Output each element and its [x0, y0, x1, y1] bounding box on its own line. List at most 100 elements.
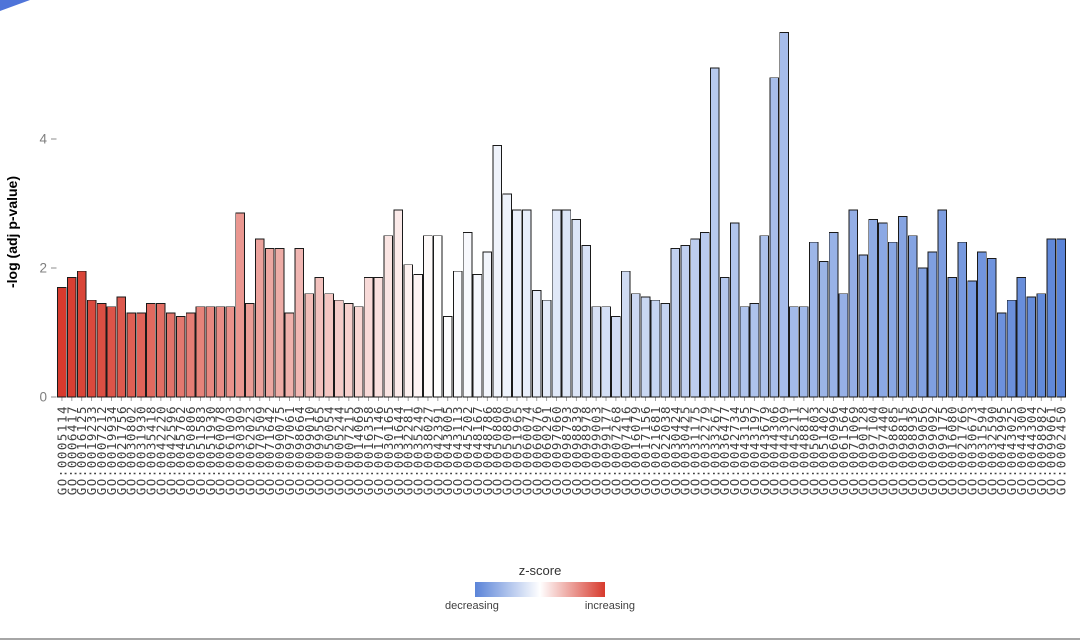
bar [255, 238, 265, 398]
x-tick-label: GO:0007416 [618, 405, 633, 495]
x-tick-label: GO:0050890 [500, 405, 515, 495]
bar [868, 219, 878, 398]
bar [996, 312, 1007, 398]
x-tick-label: GO:0005244 [331, 405, 346, 495]
bar [1026, 296, 1037, 398]
x-tick-label: GO:0002450 [1054, 405, 1069, 495]
bar [462, 232, 473, 398]
x-tick-label: GO:0042391 [430, 405, 445, 495]
x-tick-label: GO:0044309 [777, 405, 792, 495]
bar [769, 77, 779, 398]
bar [185, 312, 196, 398]
x-tick-label: GO:0032279 [697, 405, 712, 495]
x-tick-label: GO:0045202 [460, 405, 475, 495]
x-tick-label: GO:0051930 [203, 405, 218, 495]
bar [581, 244, 591, 398]
x-tick-label: GO:0030673 [965, 405, 980, 495]
bar [245, 303, 255, 398]
bar [739, 306, 750, 398]
x-tick-label: GO:0030424 [668, 405, 683, 495]
bar [1016, 277, 1027, 398]
y-tick-label: 0 [39, 390, 47, 405]
x-tick-label: GO:0098793 [559, 405, 574, 495]
bar [878, 222, 888, 398]
bar [947, 277, 958, 398]
bar [611, 315, 621, 398]
x-tick-label: GO:0098936 [905, 405, 920, 495]
x-tick-label: GO:0061564 [836, 405, 851, 495]
x-tick-label: GO:0043195 [737, 405, 752, 495]
x-tick-label: GO:0036477 [717, 405, 732, 495]
x-tick-label: GO:0030309 [233, 405, 248, 495]
x-tick-label: GO:0062023 [242, 405, 257, 495]
x-tick-label: GO:0071642 [262, 405, 277, 495]
bar [334, 299, 344, 398]
x-tick-label: GO:0035249 [411, 405, 426, 495]
x-tick-label: GO:0043025 [1004, 405, 1019, 495]
x-tick-label: GO:0098839 [569, 405, 584, 495]
x-tick-label: GO:0021766 [955, 405, 970, 495]
bar [591, 306, 601, 398]
bar [156, 303, 166, 398]
bar [977, 251, 987, 398]
x-tick-label: GO:0042995 [994, 405, 1009, 495]
bar [423, 235, 433, 398]
x-tick-label: GO:0016080 [945, 405, 960, 495]
x-tick-label: GO:0033267 [707, 405, 722, 495]
x-tick-label: GO:0022038 [658, 405, 673, 495]
bar [442, 315, 453, 398]
bar [235, 212, 245, 398]
x-tick-label: GO:0051402 [816, 405, 831, 495]
bar [363, 277, 374, 398]
x-tick-label: GO:0050806 [183, 405, 198, 495]
legend-label-increasing: increasing [584, 600, 635, 612]
x-tick-label: GO:0099003 [589, 405, 604, 495]
x-tick-label: GO:0048812 [796, 405, 811, 495]
bar [838, 293, 849, 398]
x-tick-label: GO:0031594 [974, 405, 989, 495]
bar [917, 267, 928, 398]
x-tick-label: GO:0042596 [163, 405, 178, 495]
x-tick-label: GO:0097061 [282, 405, 297, 495]
x-tick-label: GO:0043113 [450, 405, 465, 495]
x-tick-label: GO:0098685 [885, 405, 900, 495]
bar [353, 306, 364, 398]
x-tick-label: GO:0099092 [925, 405, 940, 495]
bar [799, 306, 809, 398]
x-tick-label: GO:0050054 [322, 405, 337, 495]
bar [927, 251, 938, 398]
bar [274, 248, 285, 398]
bar [492, 144, 502, 398]
x-tick-label: GO:0021681 [648, 405, 663, 495]
x-tick-label: GO:0017146 [371, 405, 386, 495]
x-tick-label: GO:0016358 [361, 405, 376, 495]
bar [324, 293, 334, 398]
legend-title: z-score [518, 563, 562, 578]
bar [344, 303, 354, 398]
bar [452, 270, 463, 398]
bar-series [57, 32, 1066, 398]
bar [660, 303, 671, 398]
bar [1046, 238, 1056, 398]
bar [690, 238, 700, 398]
x-tick-label: GO:0038027 [420, 405, 435, 495]
bar [749, 303, 760, 398]
x-tick-label: GO:0060076 [529, 405, 544, 495]
x-tick-label: GO:0060078 [213, 405, 228, 495]
bar [433, 235, 443, 398]
x-tick-label: GO:0043197 [747, 405, 762, 495]
bar [472, 274, 483, 398]
bar [1056, 238, 1066, 398]
x-tick-label: GO:0016079 [628, 405, 643, 495]
x-tick-label: GO:0070509 [252, 405, 267, 495]
bar [86, 299, 97, 398]
bar [403, 264, 413, 398]
bar [898, 215, 908, 398]
bar [967, 280, 977, 398]
x-tick-label: GO:0097440 [876, 405, 891, 495]
x-tick-label: GO:0044300 [1014, 405, 1029, 495]
bar [294, 248, 305, 398]
bar [76, 270, 87, 398]
bar [502, 193, 512, 398]
